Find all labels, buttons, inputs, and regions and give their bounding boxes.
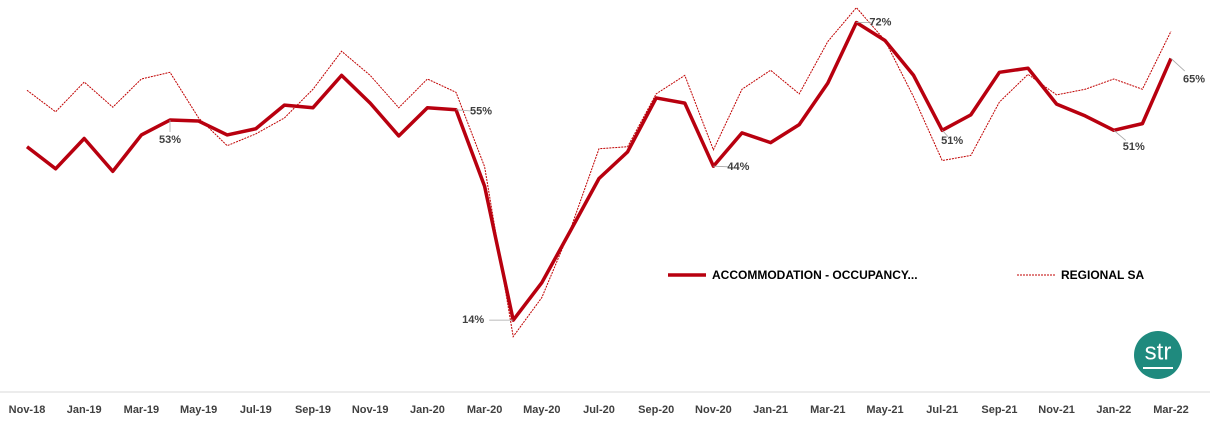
data-label: 72% (869, 16, 891, 28)
x-tick-label: Nov-20 (695, 404, 732, 416)
x-tick-label: Jul-21 (926, 404, 958, 416)
x-tick-label: Sep-19 (295, 404, 331, 416)
series-line (26, 6, 1172, 338)
data-label: 65% (1183, 73, 1205, 85)
data-label: 53% (159, 134, 181, 146)
leader-line (941, 130, 949, 138)
data-label: 55% (470, 106, 492, 118)
legend-label: REGIONAL SA (1061, 268, 1144, 282)
x-tick-label: Jul-20 (583, 404, 615, 416)
x-tick-label: May-20 (523, 404, 560, 416)
data-label: 51% (941, 135, 963, 147)
x-tick-label: Nov-18 (9, 404, 46, 416)
x-tick-label: Mar-22 (1153, 404, 1188, 416)
x-tick-label: Mar-20 (467, 404, 502, 416)
x-tick-label: Mar-19 (124, 404, 159, 416)
x-tick-label: Nov-19 (352, 404, 389, 416)
x-tick-label: May-21 (866, 404, 903, 416)
leader-line (455, 109, 472, 112)
series-line (25, 20, 1173, 322)
leader-line (1170, 58, 1186, 72)
data-label: 14% (462, 314, 484, 326)
leader-line (713, 165, 729, 168)
logo: str (1145, 338, 1172, 365)
x-tick-label: Nov-21 (1038, 404, 1075, 416)
x-tick-label: Jan-20 (410, 404, 445, 416)
data-label: 44% (727, 161, 749, 173)
x-tick-label: May-19 (180, 404, 217, 416)
x-tick-label: Jan-21 (753, 404, 788, 416)
x-tick-label: Sep-20 (638, 404, 674, 416)
x-tick-label: Jul-19 (240, 404, 272, 416)
x-tick-label: Sep-21 (981, 404, 1017, 416)
x-tick-label: Jan-22 (1096, 404, 1131, 416)
x-tick-label: Mar-21 (810, 404, 845, 416)
leader-line (1113, 129, 1127, 141)
x-tick-label: Jan-19 (67, 404, 102, 416)
data-label: 51% (1123, 141, 1145, 153)
legend-label: ACCOMMODATION - OCCUPANCY... (712, 268, 918, 282)
